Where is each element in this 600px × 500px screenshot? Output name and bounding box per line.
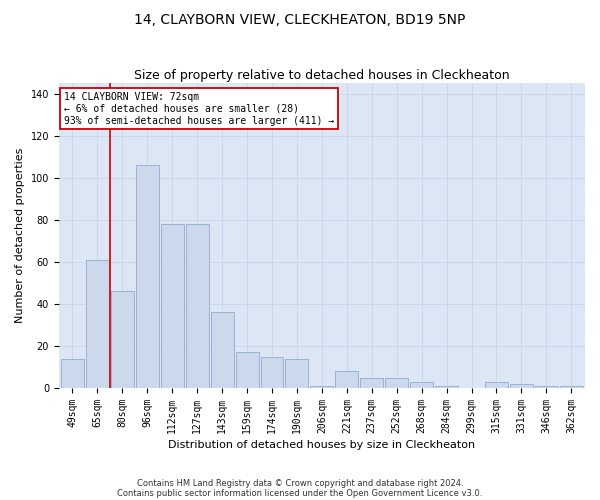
Bar [410,382,433,388]
Text: 14, CLAYBORN VIEW, CLECKHEATON, BD19 5NP: 14, CLAYBORN VIEW, CLECKHEATON, BD19 5NP [134,12,466,26]
Bar [260,356,283,388]
Text: Contains HM Land Registry data © Crown copyright and database right 2024.
Contai: Contains HM Land Registry data © Crown c… [118,479,482,498]
Bar [286,358,308,388]
Y-axis label: Number of detached properties: Number of detached properties [15,148,25,324]
Bar [111,292,134,388]
Bar [510,384,533,388]
Title: Size of property relative to detached houses in Cleckheaton: Size of property relative to detached ho… [134,69,510,82]
Bar [435,386,458,388]
Bar [86,260,109,388]
Bar [310,386,334,388]
X-axis label: Distribution of detached houses by size in Cleckheaton: Distribution of detached houses by size … [169,440,475,450]
Bar [360,378,383,388]
Bar [186,224,209,388]
Bar [535,386,558,388]
Bar [136,165,159,388]
Bar [335,372,358,388]
Bar [560,386,583,388]
Bar [385,378,408,388]
Bar [485,382,508,388]
Text: 14 CLAYBORN VIEW: 72sqm
← 6% of detached houses are smaller (28)
93% of semi-det: 14 CLAYBORN VIEW: 72sqm ← 6% of detached… [64,92,334,126]
Bar [211,312,233,388]
Bar [61,358,84,388]
Bar [236,352,259,388]
Bar [161,224,184,388]
